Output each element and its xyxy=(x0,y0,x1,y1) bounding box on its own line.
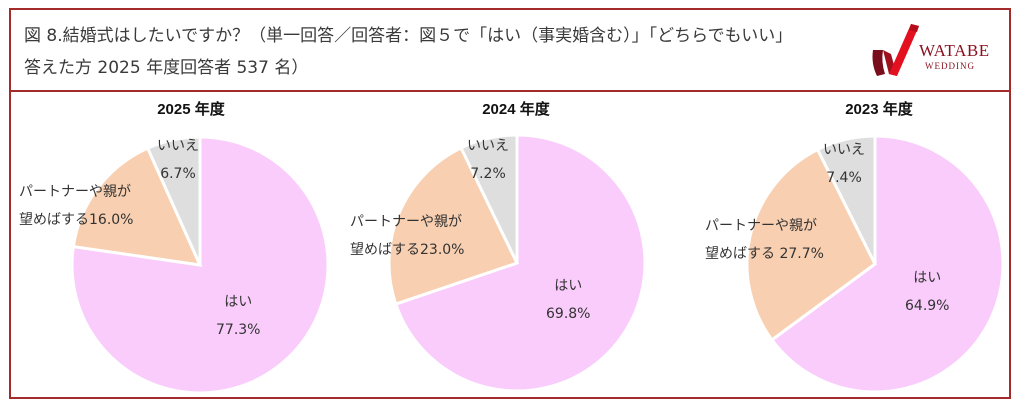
pie-chart-2024 xyxy=(387,133,647,393)
slice-yes xyxy=(70,135,330,395)
slice-partner xyxy=(745,147,877,342)
figure-title: 図 8.結婚式はしたいですか？（単一回答／回答者：図５で「はい（事実婚含む）」「… xyxy=(24,20,884,84)
figure-header: 図 8.結婚式はしたいですか？（単一回答／回答者：図５で「はい（事実婚含む）」「… xyxy=(11,10,1009,92)
label-yes: はい 64.9% xyxy=(905,270,950,314)
slice-partner xyxy=(387,145,520,306)
label-no: いいえ 7.2% xyxy=(467,138,509,182)
slice-no xyxy=(145,135,202,266)
label-partner: パートナーや親が 望めばする16.0% xyxy=(19,184,134,228)
ribbon-check-icon xyxy=(872,24,919,76)
pie-panel-2025: 2025 年度 いいえ 6.7% パートナーや親が 望めばする16.0% はい 77.… xyxy=(11,92,345,399)
label-yes: はい 69.8% xyxy=(546,278,591,322)
slice-no xyxy=(459,133,519,264)
label-partner: パートナーや親が 望めばする 27.7% xyxy=(705,218,824,262)
watabe-wedding-logo: WATABE WEDDING xyxy=(867,20,997,82)
title-line-1: 図 8.結婚式はしたいですか？（単一回答／回答者：図５で「はい（事実婚含む）」「… xyxy=(24,26,793,46)
pie-chart-2025 xyxy=(70,135,330,395)
pie-panel-2024: 2024 年度 いいえ 7.2% パートナーや親が 望めばする23.0% はい 69.… xyxy=(346,92,680,399)
title-line-2: 答えた方 2025 年度回答者 537 名） xyxy=(24,58,309,78)
slice-yes xyxy=(769,134,1005,394)
figure-frame: 図 8.結婚式はしたいですか？（単一回答／回答者：図５で「はい（事実婚含む）」「… xyxy=(9,8,1011,399)
panel-title: 2023 年度 xyxy=(845,101,913,118)
label-no: いいえ 6.7% xyxy=(157,138,199,182)
label-partner: パートナーや親が 望めばする23.0% xyxy=(350,214,465,258)
panel-title: 2024 年度 xyxy=(482,101,550,118)
pie-chart-2023 xyxy=(745,134,1005,394)
label-no: いいえ 7.4% xyxy=(823,142,865,186)
slice-no xyxy=(815,134,877,265)
label-yes: はい 77.3% xyxy=(216,294,261,338)
panel-title: 2025 年度 xyxy=(157,101,225,118)
slice-partner xyxy=(71,146,203,267)
logo-text: WATABE WEDDING xyxy=(919,41,990,72)
slice-yes xyxy=(393,133,647,393)
pie-panel-2023: 2023 年度 いいえ 7.4% パートナーや親が 望めばする 27.7% はい 64… xyxy=(679,92,1013,399)
